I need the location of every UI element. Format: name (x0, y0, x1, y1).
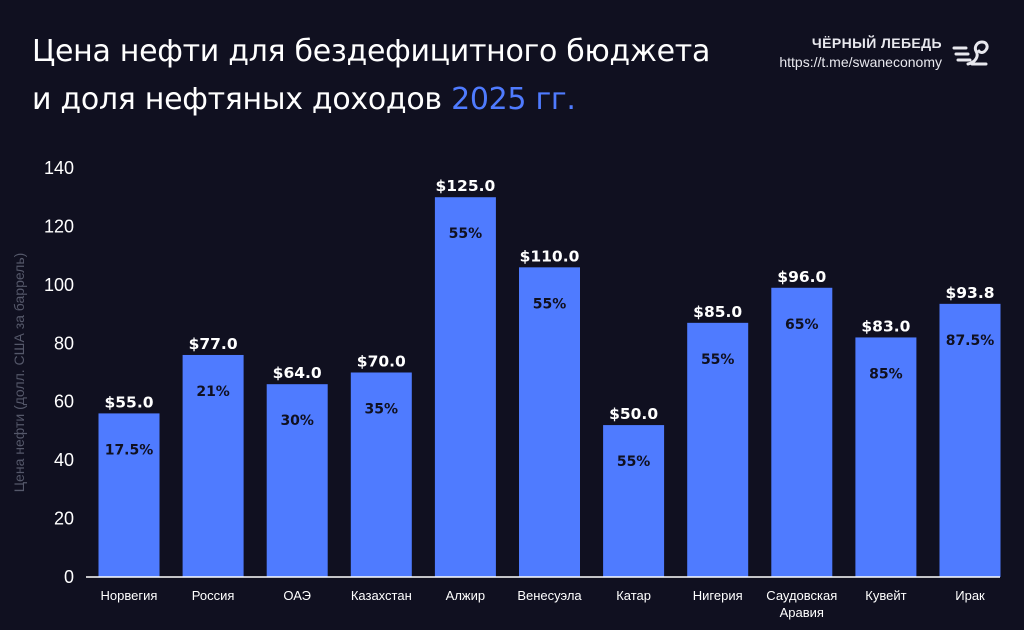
x-category-label: Аравия (780, 605, 824, 620)
bar (266, 384, 328, 577)
y-tick-label: 120 (44, 216, 74, 236)
bar-share-label: 55% (617, 454, 651, 470)
bar-value-label: $125.0 (435, 177, 495, 195)
bar-value-label: $50.0 (609, 405, 658, 423)
title-line-2-text: и доля нефтяных доходов (32, 82, 442, 117)
brand-url[interactable]: https://t.me/swaneconomy (779, 54, 942, 70)
bar-share-label: 21% (196, 384, 230, 400)
x-category-label: Норвегия (101, 588, 158, 603)
bar-share-label: 65% (785, 317, 819, 333)
title-accent-years: 2025 гг. (451, 82, 576, 117)
bar (434, 197, 496, 577)
x-category-label: Алжир (446, 588, 485, 603)
x-category-label: Катар (616, 588, 651, 603)
bar (182, 354, 244, 577)
bar-value-label: $83.0 (861, 317, 910, 335)
title-line-1: Цена нефти для бездефицитного бюджета (32, 34, 711, 69)
x-category-label: Ирак (955, 588, 985, 603)
swan-logo-icon (952, 40, 989, 66)
bar-share-label: 30% (280, 413, 314, 429)
bar-value-label: $77.0 (189, 335, 238, 353)
bar (855, 337, 917, 577)
brand-name: ЧЁРНЫЙ ЛЕБЕДЬ (811, 35, 942, 51)
bar (603, 425, 665, 577)
bar (519, 267, 580, 577)
title-line-2: и доля нефтяных доходов 2025 гг. (32, 76, 710, 124)
bar (939, 303, 1001, 577)
y-tick-label: 20 (54, 509, 74, 529)
bar (687, 322, 749, 577)
y-tick-label: 40 (54, 450, 74, 470)
bar-value-label: $93.8 (945, 284, 994, 302)
y-axis-label: Цена нефти (долл. США за баррель) (11, 253, 27, 493)
bar-share-label: 35% (365, 402, 399, 418)
bar (771, 287, 833, 577)
x-category-label: ОАЭ (283, 588, 311, 603)
bar-value-label: $70.0 (357, 353, 406, 371)
bar (350, 372, 412, 577)
x-category-label: Казахстан (351, 588, 412, 603)
bar-share-label: 87.5% (946, 333, 995, 349)
bar-value-label: $110.0 (520, 247, 580, 265)
bar-share-label: 55% (533, 296, 567, 312)
bar-share-label: 55% (701, 352, 735, 368)
chart-title: Цена нефти для бездефицитного бюджета и … (32, 28, 710, 124)
x-category-label: Кувейт (865, 588, 906, 603)
bar-value-label: $55.0 (104, 393, 153, 411)
bar-share-label: 17.5% (105, 442, 154, 458)
y-tick-label: 100 (44, 275, 74, 295)
y-tick-label: 60 (54, 392, 74, 412)
y-tick-label: 80 (54, 333, 74, 353)
x-category-label: Нигерия (693, 588, 743, 603)
x-category-label: Саудовская (766, 588, 837, 603)
brand-block: ЧЁРНЫЙ ЛЕБЕДЬ https://t.me/swaneconomy (779, 34, 942, 72)
bar-share-label: 85% (869, 366, 903, 382)
bar-share-label: 55% (449, 226, 483, 242)
y-tick-label: 140 (44, 158, 74, 178)
bar (98, 413, 160, 577)
bar-value-label: $64.0 (273, 364, 322, 382)
x-category-label: Россия (192, 588, 235, 603)
bar-value-label: $96.0 (777, 268, 826, 286)
y-tick-label: 0 (64, 567, 74, 587)
bar-value-label: $85.0 (693, 303, 742, 321)
x-category-label: Венесуэла (517, 588, 582, 603)
